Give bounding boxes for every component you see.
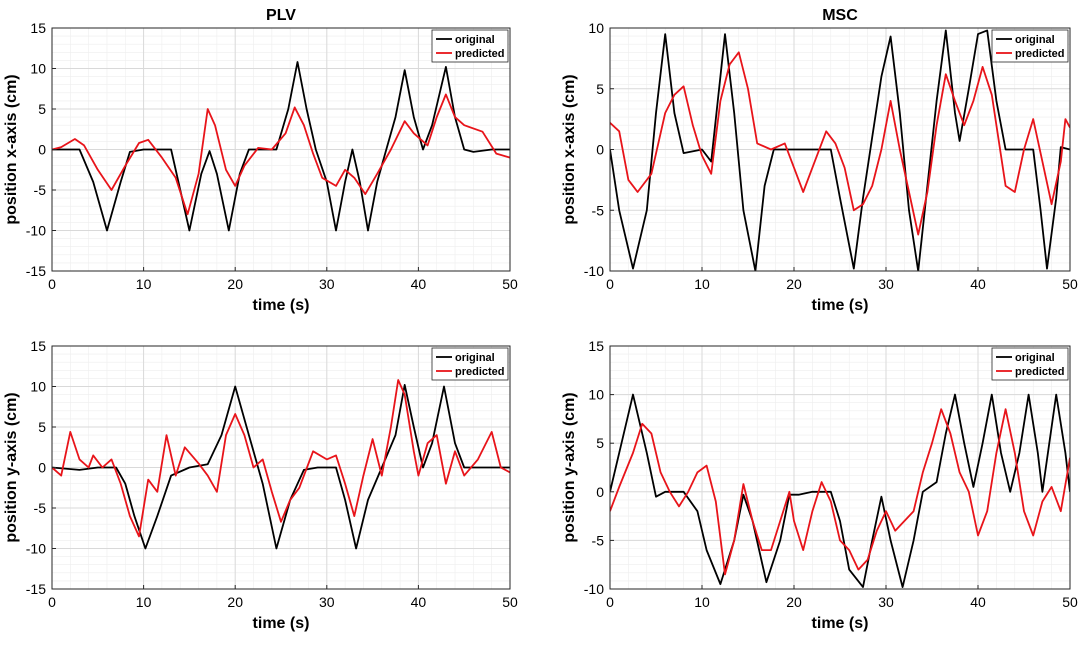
legend: original predicted bbox=[431, 29, 509, 63]
y-tick-label: -5 bbox=[34, 182, 47, 198]
x-tick-label: 30 bbox=[878, 276, 894, 292]
x-tick-label: 30 bbox=[319, 594, 335, 610]
legend-entry-predicted: predicted bbox=[1015, 366, 1065, 378]
series-line-predicted bbox=[610, 51, 1070, 236]
legend-entry-original: original bbox=[1015, 352, 1055, 364]
x-axis-label: time (s) bbox=[812, 615, 869, 632]
x-tick-label: 0 bbox=[48, 594, 56, 610]
y-tick-label: 0 bbox=[596, 142, 604, 158]
y-tick-label: 15 bbox=[588, 338, 604, 354]
x-tick-label: 40 bbox=[411, 276, 427, 292]
legend-entry-predicted: predicted bbox=[1015, 48, 1065, 60]
y-tick-label: 10 bbox=[30, 379, 46, 395]
chart-panel-2: 0 10 20 30 40 50 -10 -5 0 5 10 time (s) position x-a… bbox=[561, 7, 1078, 314]
y-tick-label: -5 bbox=[592, 532, 605, 548]
y-tick-label: -10 bbox=[26, 223, 46, 239]
x-tick-label: 50 bbox=[1062, 276, 1078, 292]
x-tick-label: 50 bbox=[502, 276, 518, 292]
x-tick-label: 10 bbox=[694, 276, 710, 292]
series-line-original bbox=[52, 61, 510, 232]
y-tick-label: 0 bbox=[596, 484, 604, 500]
x-axis-label: time (s) bbox=[253, 615, 310, 632]
y-tick-label: -10 bbox=[26, 541, 46, 557]
x-tick-label: 50 bbox=[1062, 594, 1078, 610]
plot-area-frame bbox=[609, 345, 1071, 590]
y-tick-label: 10 bbox=[30, 61, 46, 77]
series-line-original bbox=[610, 29, 1070, 271]
series-line-predicted bbox=[52, 379, 510, 538]
x-tick-label: 30 bbox=[319, 276, 335, 292]
y-axis-label: position x-axis (cm) bbox=[561, 74, 578, 224]
chart-panel-1: 0 10 20 30 40 50 -15 -10 -5 0 5 10 15 time (s) positio… bbox=[3, 7, 518, 314]
y-tick-label: -15 bbox=[26, 263, 46, 279]
legend-box bbox=[431, 29, 509, 63]
y-tick-label: 5 bbox=[38, 101, 46, 117]
y-tick-label: -15 bbox=[26, 581, 46, 597]
y-tick-label: -10 bbox=[584, 263, 604, 279]
y-tick-label: 5 bbox=[596, 81, 604, 97]
y-tick-label: 15 bbox=[30, 338, 46, 354]
legend-entry-predicted: predicted bbox=[455, 366, 505, 378]
chart-title: PLV bbox=[266, 7, 296, 24]
x-tick-label: 30 bbox=[878, 594, 894, 610]
x-tick-label: 10 bbox=[136, 276, 152, 292]
x-tick-label: 0 bbox=[606, 594, 614, 610]
y-tick-label: -5 bbox=[34, 500, 47, 516]
legend-entry-original: original bbox=[455, 34, 495, 46]
chart-panel-4: 0 10 20 30 40 50 -10 -5 0 5 10 15 time (s) position y… bbox=[561, 338, 1078, 632]
y-tick-label: 5 bbox=[38, 419, 46, 435]
x-tick-label: 40 bbox=[970, 594, 986, 610]
x-tick-label: 0 bbox=[48, 276, 56, 292]
y-tick-label: -5 bbox=[592, 202, 605, 218]
legend: original predicted bbox=[431, 347, 509, 381]
y-tick-label: 15 bbox=[30, 20, 46, 36]
x-tick-label: 50 bbox=[502, 594, 518, 610]
y-axis-label: position y-axis (cm) bbox=[3, 392, 20, 542]
y-tick-label: 0 bbox=[38, 142, 46, 158]
series-line-predicted bbox=[610, 408, 1070, 576]
y-tick-label: 0 bbox=[38, 460, 46, 476]
y-axis-label: position x-axis (cm) bbox=[3, 74, 20, 224]
y-tick-label: 10 bbox=[588, 387, 604, 403]
legend-entry-original: original bbox=[455, 352, 495, 364]
x-tick-label: 20 bbox=[227, 594, 243, 610]
legend-box bbox=[991, 347, 1069, 381]
chart-title: MSC bbox=[822, 7, 858, 24]
x-tick-label: 20 bbox=[227, 276, 243, 292]
x-axis-label: time (s) bbox=[812, 297, 869, 314]
y-tick-label: -10 bbox=[584, 581, 604, 597]
chart-panel-3: 0 10 20 30 40 50 -15 -10 -5 0 5 10 15 time (s) positio… bbox=[3, 338, 518, 632]
legend-entry-predicted: predicted bbox=[455, 48, 505, 60]
series-line-original bbox=[610, 393, 1070, 588]
legend-entry-original: original bbox=[1015, 34, 1055, 46]
legend-box bbox=[991, 29, 1069, 63]
x-tick-label: 20 bbox=[786, 276, 802, 292]
x-tick-label: 20 bbox=[786, 594, 802, 610]
x-tick-label: 10 bbox=[136, 594, 152, 610]
x-tick-label: 10 bbox=[694, 594, 710, 610]
x-axis-label: time (s) bbox=[253, 297, 310, 314]
legend: original predicted bbox=[991, 347, 1069, 381]
series-line-predicted bbox=[52, 93, 510, 216]
x-tick-label: 40 bbox=[970, 276, 986, 292]
x-tick-label: 40 bbox=[411, 594, 427, 610]
y-axis-label: position y-axis (cm) bbox=[561, 392, 578, 542]
legend: original predicted bbox=[991, 29, 1069, 63]
x-tick-label: 0 bbox=[606, 276, 614, 292]
y-tick-label: 10 bbox=[588, 20, 604, 36]
legend-box bbox=[431, 347, 509, 381]
y-tick-label: 5 bbox=[596, 435, 604, 451]
